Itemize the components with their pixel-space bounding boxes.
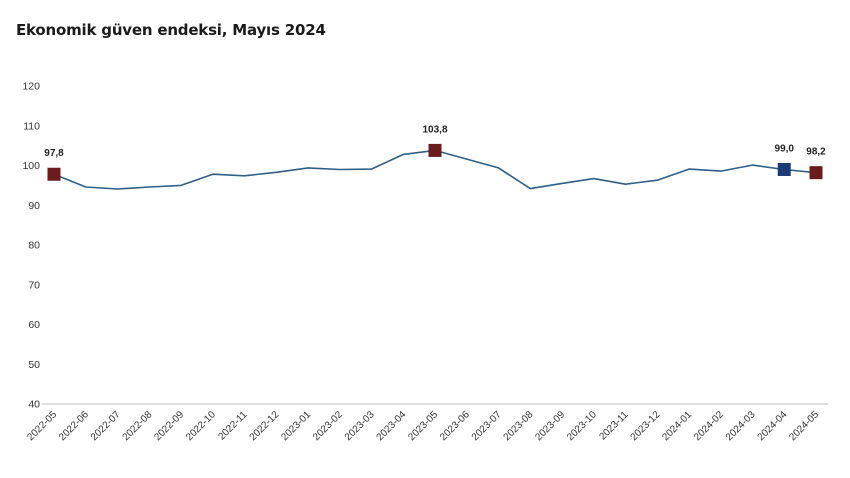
y-tick-label: 110	[23, 120, 40, 132]
marker-layer: 97,8 103,8 99,0 98,2	[44, 124, 826, 181]
x-tick-label: 2022-12	[248, 409, 282, 443]
y-tick-label: 60	[28, 319, 40, 331]
data-label: 98,2	[806, 147, 826, 158]
data-label: 103,8	[422, 124, 447, 135]
x-tick-label: 2023-06	[438, 409, 472, 443]
x-tick-label: 2022-10	[184, 409, 218, 443]
y-tick-label: 120	[22, 81, 40, 93]
y-tick-label: 50	[28, 359, 40, 371]
data-point-marker	[428, 143, 442, 157]
x-tick-label: 2023-10	[565, 409, 599, 443]
x-tick-label: 2023-03	[343, 409, 377, 443]
x-tick-label: 2023-12	[629, 409, 663, 443]
data-label: 97,8	[44, 148, 64, 159]
x-tick-label: 2023-02	[311, 409, 345, 443]
x-tick-label: 2022-08	[121, 409, 155, 443]
y-tick-label: 80	[28, 240, 40, 252]
x-tick-label: 2024-04	[756, 409, 790, 443]
y-tick-label: 100	[22, 160, 40, 172]
x-tick-label: 2024-03	[724, 409, 758, 443]
data-label: 99,0	[775, 143, 795, 154]
x-tick-label: 2022-05	[25, 409, 59, 443]
x-tick-label: 2023-01	[279, 409, 313, 443]
x-tick-label: 2023-11	[597, 409, 631, 443]
y-tick-label: 70	[28, 279, 40, 291]
x-tick-label: 2023-07	[470, 409, 504, 443]
x-tick-label: 2023-09	[533, 409, 567, 443]
x-tick-label: 2022-06	[57, 409, 91, 443]
x-tick-label: 2022-09	[152, 409, 186, 443]
x-tick-label: 2024-01	[660, 409, 694, 443]
data-point-marker	[777, 162, 791, 176]
x-tick-label: 2024-05	[787, 409, 821, 443]
x-tick-label: 2023-05	[406, 409, 440, 443]
y-tick-label: 90	[28, 200, 40, 212]
x-tick-label: 2022-11	[216, 409, 250, 443]
x-tick-label: 2023-04	[375, 409, 409, 443]
x-tick-label: 2022-07	[89, 409, 123, 443]
y-tick-label: 40	[28, 399, 40, 411]
chart-title: Ekonomik güven endeksi, Mayıs 2024	[16, 21, 326, 39]
data-point-marker	[809, 166, 823, 180]
x-tick-label: 2024-02	[692, 409, 726, 443]
x-tick-label: 2023-08	[502, 409, 536, 443]
data-point-marker	[47, 167, 61, 181]
